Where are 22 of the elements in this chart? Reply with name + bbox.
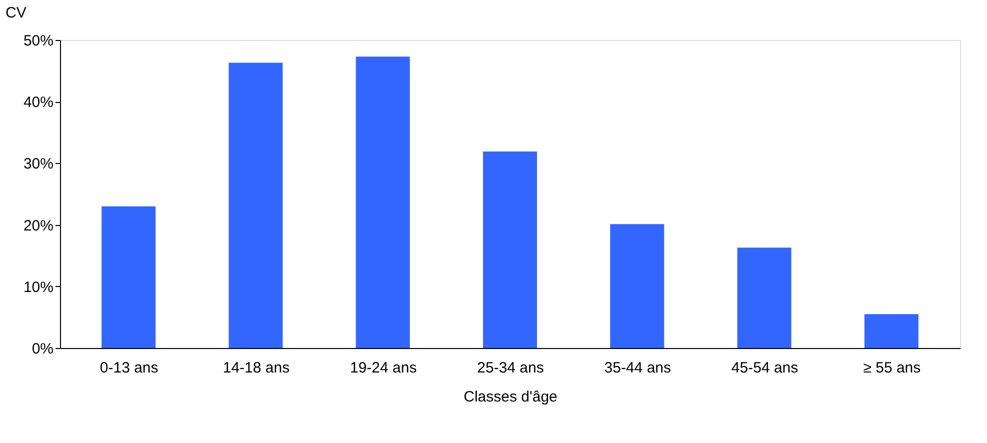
x-tick-label: 45-54 ans	[731, 360, 798, 376]
bar	[102, 206, 156, 348]
bar	[483, 151, 537, 348]
x-tick-label: 25-34 ans	[477, 360, 544, 376]
bar	[356, 56, 410, 348]
y-axis-title: CV	[6, 4, 26, 22]
x-tick-label: 19-24 ans	[350, 360, 417, 376]
y-tick-label: 20%	[23, 217, 54, 234]
bar	[228, 62, 283, 348]
x-axis-title: Classes d'âge	[464, 388, 558, 406]
y-tick-label: 40%	[23, 94, 54, 112]
y-tick-label: 30%	[23, 156, 54, 173]
y-tick-label: 0%	[32, 340, 54, 358]
bar	[864, 314, 918, 348]
x-tick-label: 0-13 ans	[100, 360, 158, 376]
y-tick-label: 50%	[23, 32, 54, 50]
x-tick-label: 14-18 ans	[222, 360, 290, 376]
y-tick-label: 10%	[23, 278, 54, 296]
bar	[610, 224, 664, 348]
x-tick-label: ≥ 55 ans	[863, 360, 921, 376]
bar	[737, 248, 792, 348]
x-tick-label: 35-44 ans	[604, 360, 671, 376]
